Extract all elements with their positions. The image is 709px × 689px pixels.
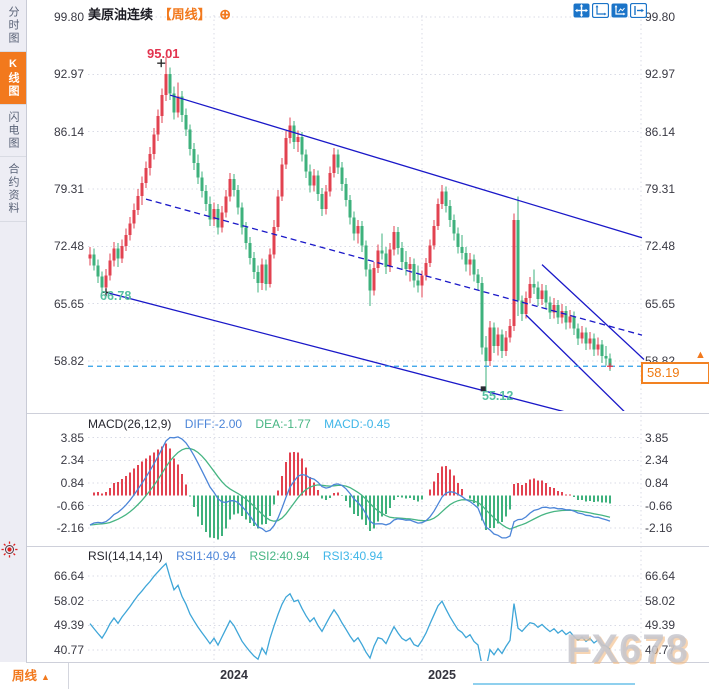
- price-axis-tick: 99.80: [53, 10, 84, 24]
- rsi3-value: RSI3:40.94: [322, 549, 383, 563]
- rsi-axis-tick: 58.02: [645, 593, 676, 608]
- macd-diff-value: DIFF:-2.00: [184, 417, 243, 431]
- high-price-annotation: 95.01: [147, 46, 180, 61]
- price-up-arrow-icon: ▲: [695, 349, 706, 361]
- axis-scale-icon[interactable]: [591, 2, 610, 19]
- price-axis-tick: 79.31: [645, 181, 676, 196]
- timeframe-selector-label: 周线: [12, 669, 38, 683]
- price-axis-tick: 86.14: [53, 124, 84, 139]
- x-axis-bar: 周线 ▲ 2024 2025: [0, 663, 709, 689]
- macd-axis-tick: -0.66: [645, 498, 673, 513]
- sun-indicator-icon[interactable]: [1, 541, 18, 563]
- macd-params-label[interactable]: MACD(26,12,9): [88, 417, 172, 431]
- horizontal-scrollbar[interactable]: [473, 683, 635, 685]
- last-price-value: 58.19: [647, 365, 680, 380]
- macd-axis-tick: 0.84: [60, 475, 84, 490]
- price-axis-tick: 79.31: [53, 181, 84, 196]
- rsi-header: RSI(14,14,14) RSI1:40.94 RSI2:40.94 RSI3…: [88, 549, 383, 563]
- trendline-start-annotation: 66.78: [100, 289, 132, 303]
- rsi-axis-tick: 49.39: [53, 618, 84, 633]
- sidebar: 分时图 K线图 闪电图 合约资料: [0, 0, 27, 662]
- price-axis-tick: 92.97: [645, 67, 676, 82]
- price-axis-tick: 65.65: [645, 296, 676, 311]
- price-axis-tick: 72.48: [645, 239, 676, 254]
- symbol-title: 美原油连续: [88, 7, 154, 22]
- x-axis-year-label: 2025: [428, 668, 456, 682]
- macd-axis-tick: 3.85: [645, 430, 669, 445]
- rsi-axis-tick: 66.64: [645, 568, 676, 583]
- panel-separator: [26, 662, 709, 663]
- sidebar-item-label: K线图: [7, 58, 19, 98]
- panel-separator: [26, 413, 709, 414]
- x-axis-year-label: 2024: [220, 668, 248, 682]
- exit-icon[interactable]: [629, 2, 648, 19]
- rsi1-value: RSI1:40.94: [176, 549, 237, 563]
- circle-plus-icon[interactable]: ⊕: [219, 6, 232, 22]
- panel-separator: [26, 546, 709, 547]
- sidebar-item-label: 合约资料: [7, 163, 19, 215]
- macd-axis-tick: 2.34: [645, 453, 669, 468]
- price-axis-tick: 58.82: [53, 353, 84, 368]
- sidebar-item-kline-chart[interactable]: K线图: [0, 52, 26, 105]
- sidebar-item-time-chart[interactable]: 分时图: [0, 0, 26, 52]
- chart-header: 美原油连续 【周线】 ⊕: [88, 4, 231, 23]
- macd-axis-tick: -0.66: [56, 498, 84, 513]
- rsi-axis-tick: 49.39: [645, 618, 676, 633]
- macd-macd-value: MACD:-0.45: [324, 417, 391, 431]
- price-axis-tick: 72.48: [53, 239, 84, 254]
- macd-dea-value: DEA:-1.77: [255, 417, 311, 431]
- timeframe-selector[interactable]: 周线 ▲: [0, 663, 69, 689]
- sidebar-item-contract-info[interactable]: 合约资料: [0, 157, 26, 222]
- sidebar-item-label: 分时图: [7, 6, 19, 45]
- macd-axis-tick: 2.34: [60, 453, 84, 468]
- chart-toolbar: [573, 2, 648, 19]
- price-axis-tick: 99.80: [645, 10, 676, 24]
- rsi-params-label[interactable]: RSI(14,14,14): [88, 549, 163, 563]
- price-axis-tick: 92.97: [53, 67, 84, 82]
- macd-axis-tick: -2.16: [56, 521, 84, 536]
- price-axis-tick: 86.14: [645, 124, 676, 139]
- rsi-axis-tick: 58.02: [53, 593, 84, 608]
- macd-axis-tick: 0.84: [645, 475, 669, 490]
- macd-axis-tick: 3.85: [60, 430, 84, 445]
- macd-header: MACD(26,12,9) DIFF:-2.00 DEA:-1.77 MACD:…: [88, 417, 390, 431]
- macd-axis-tick: -2.16: [645, 521, 673, 536]
- low-price-annotation: 55.12: [482, 389, 514, 403]
- rsi2-value: RSI2:40.94: [249, 549, 310, 563]
- price-axis-tick: 65.65: [53, 296, 84, 311]
- axis-scale-filled-icon[interactable]: [611, 3, 628, 18]
- timeframe-label[interactable]: 【周线】: [158, 7, 211, 22]
- rsi-axis-tick: 66.64: [53, 568, 84, 583]
- triangle-up-icon: ▲: [41, 672, 50, 682]
- rsi-axis-tick: 40.77: [53, 643, 84, 657]
- rsi-axis-tick: 40.77: [645, 643, 676, 657]
- sidebar-item-flash-chart[interactable]: 闪电图: [0, 105, 26, 157]
- pan-icon[interactable]: [573, 3, 590, 18]
- sidebar-item-label: 闪电图: [7, 111, 19, 150]
- last-price-tag: 58.19: [641, 362, 709, 384]
